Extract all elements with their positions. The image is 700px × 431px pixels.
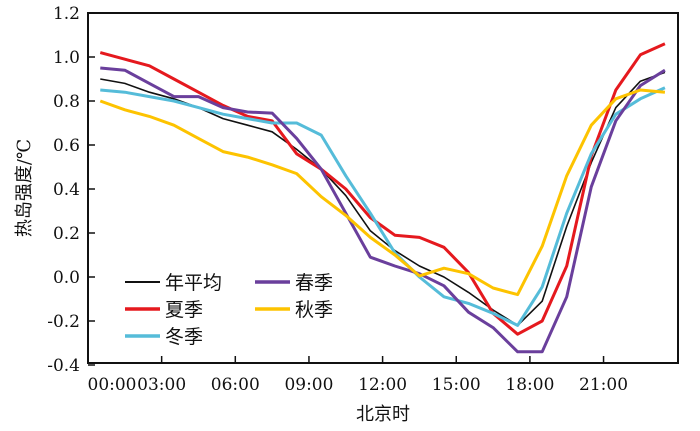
legend-label: 春季 bbox=[295, 272, 333, 294]
y-tick-label: 0.0 bbox=[53, 268, 80, 288]
y-tick-label: 0.6 bbox=[53, 136, 80, 156]
series-line-1 bbox=[99, 42, 666, 336]
y-tick-label: 0.2 bbox=[53, 224, 80, 244]
x-tick-label: 06:00 bbox=[211, 375, 260, 395]
legend-label: 年平均 bbox=[165, 272, 222, 294]
legend-label: 夏季 bbox=[165, 299, 203, 321]
y-axis-label: 热岛强度/℃ bbox=[14, 139, 35, 237]
y-tick-label: 0.4 bbox=[53, 180, 80, 200]
y-tick-label: 1.2 bbox=[53, 4, 80, 24]
y-tick-label: 0.8 bbox=[53, 92, 80, 112]
y-tick-label: -0.4 bbox=[47, 356, 80, 376]
x-tick-label: 21:00 bbox=[579, 375, 628, 395]
y-tick-label: -0.2 bbox=[47, 312, 80, 332]
legend-label: 冬季 bbox=[165, 326, 203, 348]
series-line-3 bbox=[100, 66, 666, 354]
x-tick-label: 12:00 bbox=[358, 375, 407, 395]
x-axis-label: 北京时 bbox=[356, 404, 410, 425]
series-line-2 bbox=[100, 86, 666, 327]
x-tick-label: 09:00 bbox=[284, 375, 333, 395]
series-line-4 bbox=[99, 88, 666, 297]
x-tick-label: 03:00 bbox=[137, 375, 186, 395]
x-tick-label: 18:00 bbox=[505, 375, 554, 395]
legend-label: 秋季 bbox=[295, 299, 333, 321]
x-tick-label: 00:00 bbox=[88, 375, 137, 395]
y-tick-label: 1.0 bbox=[53, 48, 80, 68]
x-tick-label: 15:00 bbox=[432, 375, 481, 395]
